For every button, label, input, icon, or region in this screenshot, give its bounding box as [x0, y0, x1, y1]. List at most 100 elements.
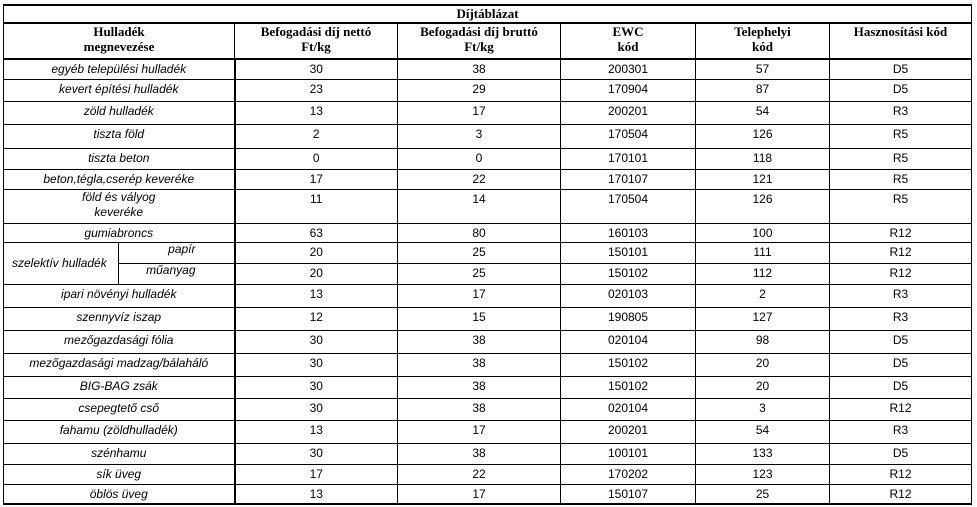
ewc-code-cell: 200201 — [560, 419, 696, 444]
site-code-cell: 127 — [695, 306, 830, 331]
net-fee-cell: 63 — [234, 222, 398, 243]
site-code-cell: 123 — [695, 463, 830, 485]
waste-name-cell: szennyvíz iszap — [3, 306, 236, 331]
site-code-cell: 133 — [695, 442, 830, 465]
net-fee-cell: 20 — [234, 262, 398, 285]
ewc-code-cell: 150102 — [560, 262, 696, 285]
table-row: ipari növényi hulladék 13 17 020103 2 R3 — [3, 283, 972, 308]
waste-subname-cell: műanyag — [118, 262, 236, 285]
waste-name-cell: csepegtető cső — [3, 397, 236, 421]
header-ewc-code: EWC kód — [560, 22, 696, 60]
net-fee-cell: 12 — [234, 306, 398, 331]
net-fee-cell: 30 — [234, 442, 398, 465]
table-row: beton,tégla,cserép keveréke 17 22 170107… — [3, 168, 972, 190]
ewc-code-cell: 200201 — [560, 100, 696, 125]
recovery-code-cell: R12 — [829, 222, 972, 243]
table-row: sík üveg 17 22 170202 123 R12 — [3, 463, 972, 485]
recovery-code-cell: D5 — [829, 442, 972, 465]
net-fee-cell: 11 — [234, 188, 398, 224]
table-row: föld és vályog keveréke 11 14 170504 126 … — [3, 188, 972, 224]
recovery-code-cell: D5 — [829, 375, 972, 399]
gross-fee-cell: 17 — [397, 100, 561, 125]
net-fee-cell: 13 — [234, 283, 398, 308]
waste-name-cell: tiszta beton — [3, 147, 236, 170]
recovery-code-cell: R3 — [829, 100, 972, 125]
recovery-code-cell: R5 — [829, 168, 972, 190]
gross-fee-cell: 17 — [397, 419, 561, 444]
gross-fee-cell: 14 — [397, 188, 561, 224]
table-header-row: Hulladék megnevezése Befogadási díj nettó… — [3, 22, 972, 60]
waste-name-cell: kevert építési hulladék — [3, 78, 236, 102]
table-row: tiszta beton 0 0 170101 118 R5 — [3, 147, 972, 170]
table-row: öblös üveg 13 17 150107 25 R12 — [3, 483, 972, 505]
table-row: kevert építési hulladék 23 29 170904 87 … — [3, 78, 972, 102]
gross-fee-cell: 29 — [397, 78, 561, 102]
gross-fee-cell: 0 — [397, 147, 561, 170]
ewc-code-cell: 020104 — [560, 397, 696, 421]
recovery-code-cell: R12 — [829, 463, 972, 485]
waste-name-cell: zöld hulladék — [3, 100, 236, 125]
gross-fee-cell: 3 — [397, 123, 561, 149]
recovery-code-cell: R12 — [829, 241, 972, 264]
header-gross-fee: Befogadási díj bruttó Ft/kg — [397, 22, 561, 60]
site-code-cell: 111 — [695, 241, 830, 264]
ewc-code-cell: 190805 — [560, 306, 696, 331]
ewc-code-cell: 100101 — [560, 442, 696, 465]
site-code-cell: 87 — [695, 78, 830, 102]
waste-name-cell: BIG-BAG zsák — [3, 375, 236, 399]
ewc-code-cell: 170504 — [560, 123, 696, 149]
table-row: fahamu (zöldhulladék) 13 17 200201 54 R3 — [3, 419, 972, 444]
table-row: tiszta föld 2 3 170504 126 R5 — [3, 123, 972, 149]
fee-table: Díjtáblázat Hulladék megnevezése Befogadá… — [3, 4, 972, 505]
site-code-cell: 118 — [695, 147, 830, 170]
net-fee-cell: 30 — [234, 375, 398, 399]
recovery-code-cell: R3 — [829, 306, 972, 331]
table-row: szelektív hulladék papír 20 25 150101 11… — [3, 241, 972, 285]
recovery-code-cell: R5 — [829, 147, 972, 170]
ewc-code-cell: 150102 — [560, 375, 696, 399]
ewc-code-cell: 160103 — [560, 222, 696, 243]
recovery-code-cell: R12 — [829, 262, 972, 285]
header-site-code: Telephelyi kód — [695, 22, 830, 60]
net-fee-cell: 30 — [234, 58, 398, 80]
site-code-cell: 126 — [695, 123, 830, 149]
net-fee-cell: 2 — [234, 123, 398, 149]
net-fee-cell: 0 — [234, 147, 398, 170]
gross-fee-cell: 17 — [397, 483, 561, 505]
recovery-code-cell: D5 — [829, 78, 972, 102]
ewc-code-cell: 170904 — [560, 78, 696, 102]
table-row: zöld hulladék 13 17 200201 54 R3 — [3, 100, 972, 125]
table-row: szénhamu 30 38 100101 133 D5 — [3, 442, 972, 465]
ewc-code-cell: 150107 — [560, 483, 696, 505]
recovery-code-cell: D5 — [829, 352, 972, 377]
table-title-row: Díjtáblázat — [3, 4, 972, 24]
ewc-code-cell: 150102 — [560, 352, 696, 377]
gross-fee-cell: 38 — [397, 329, 561, 354]
gross-fee-cell: 17 — [397, 283, 561, 308]
recovery-code-cell: R3 — [829, 283, 972, 308]
waste-name-cell: föld és vályog keveréke — [3, 188, 236, 224]
net-fee-cell: 17 — [234, 168, 398, 190]
gross-fee-cell: 38 — [397, 375, 561, 399]
site-code-cell: 100 — [695, 222, 830, 243]
net-fee-cell: 13 — [234, 483, 398, 505]
ewc-code-cell: 170504 — [560, 188, 696, 224]
recovery-code-cell: D5 — [829, 58, 972, 80]
waste-name-cell: mezőgazdasági madzag/bálaháló — [3, 352, 236, 377]
header-waste-name: Hulladék megnevezése — [3, 22, 235, 60]
net-fee-cell: 30 — [234, 352, 398, 377]
ewc-code-cell: 170101 — [560, 147, 696, 170]
gross-fee-cell: 22 — [397, 463, 561, 485]
site-code-cell: 54 — [695, 100, 830, 125]
gross-fee-cell: 80 — [397, 222, 561, 243]
waste-group-cell: szelektív hulladék — [3, 241, 119, 285]
recovery-code-cell: R5 — [829, 188, 972, 224]
gross-fee-cell: 38 — [397, 352, 561, 377]
net-fee-cell: 30 — [234, 397, 398, 421]
waste-name-cell: mezőgazdasági fólia — [3, 329, 236, 354]
recovery-code-cell: R12 — [829, 483, 972, 505]
site-code-cell: 20 — [695, 352, 830, 377]
site-code-cell: 126 — [695, 188, 830, 224]
recovery-code-cell: D5 — [829, 329, 972, 354]
site-code-cell: 3 — [695, 397, 830, 421]
